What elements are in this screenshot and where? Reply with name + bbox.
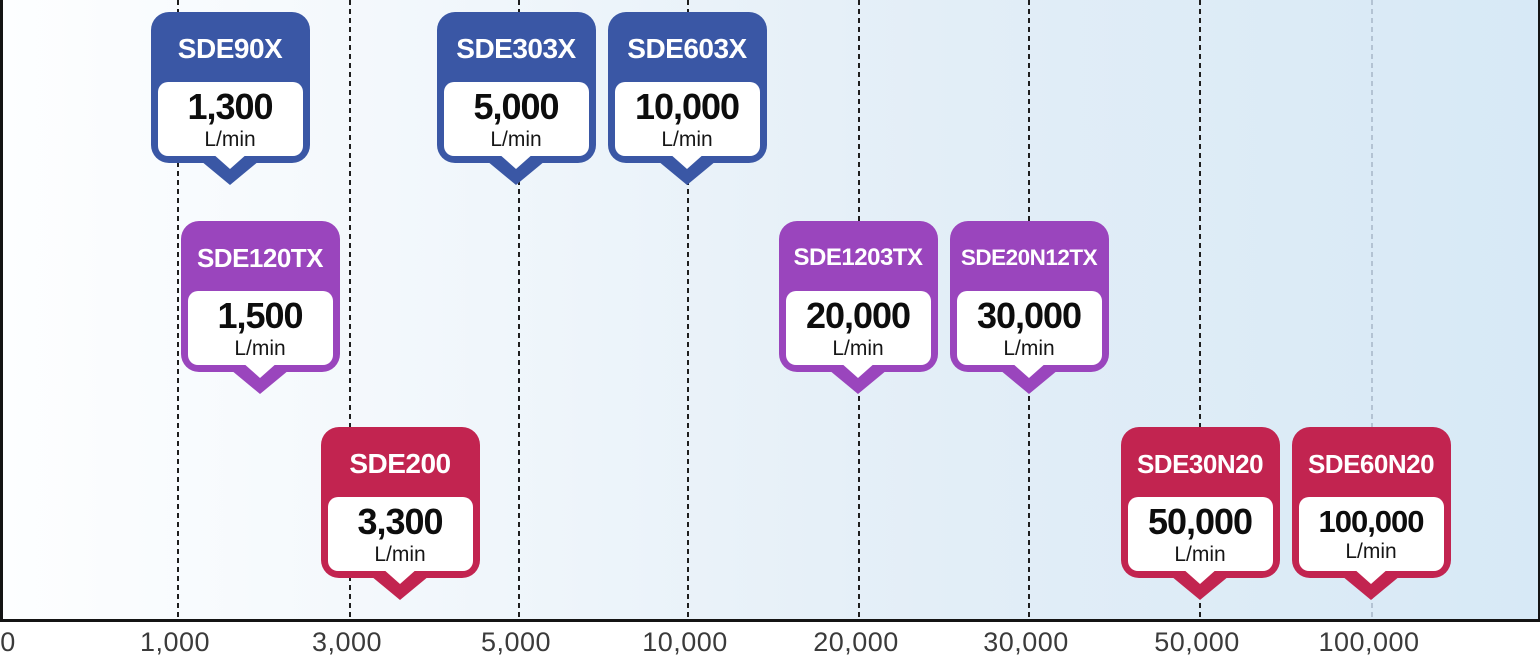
gridline-10000 [687, 0, 689, 619]
gridline-50000 [1199, 0, 1201, 619]
badge-value-box: 1,500 L/min [187, 291, 333, 365]
badge-flow-unit: L/min [661, 127, 713, 151]
badge-model-label: SDE120TX [196, 242, 324, 273]
badge-model-label: SDE200 [349, 448, 451, 479]
badge-value-box: 5,000 L/min [443, 82, 589, 156]
badge-sde200: SDE200 3,300 L/min [320, 427, 480, 578]
badge-value-box: 3,300 L/min [327, 497, 473, 571]
badge-flow-value: 10,000 [634, 85, 740, 127]
badge-flow-unit: L/min [490, 127, 542, 151]
badge-sde303x: SDE303X 5,000 L/min [436, 12, 596, 163]
badge-model-label: SDE90X [177, 33, 283, 64]
x-tick-label-50000: 50,000 [1154, 627, 1240, 657]
badge-flow-unit: L/min [374, 542, 426, 566]
badge-flow-unit: L/min [1003, 336, 1055, 360]
badge-flow-value: 100,000 [1318, 504, 1424, 539]
badge-model-label: SDE603X [627, 33, 747, 64]
badge-value-box: 10,000 L/min [614, 82, 760, 156]
badge-flow-unit: L/min [234, 336, 286, 360]
x-tick-label-30000: 30,000 [983, 627, 1069, 657]
badge-flow-value: 5,000 [473, 85, 559, 127]
badge-flow-unit: L/min [1174, 542, 1226, 566]
badge-value-box: 30,000 L/min [956, 291, 1102, 365]
badge-sde120tx: SDE120TX 1,500 L/min [180, 221, 340, 372]
x-tick-label-1000: 1,000 [139, 627, 211, 657]
badge-value-box: 1,300 L/min [157, 82, 303, 156]
badge-value-box: 50,000 L/min [1127, 497, 1273, 571]
badge-model-label: SDE20N12TX [960, 245, 1098, 270]
badge-sde20n12tx: SDE20N12TX 30,000 L/min [949, 221, 1109, 372]
badge-flow-unit: L/min [204, 127, 256, 151]
badge-flow-value: 1,500 [217, 294, 303, 336]
x-tick-label-0: 0 [0, 627, 16, 657]
badge-sde1203tx: SDE1203TX 20,000 L/min [778, 221, 938, 372]
gridline-5000 [518, 0, 520, 619]
badge-flow-unit: L/min [1345, 540, 1397, 563]
badge-model-label: SDE60N20 [1307, 448, 1435, 479]
badge-flow-value: 20,000 [805, 294, 911, 336]
x-tick-label-5000: 5,000 [480, 627, 552, 657]
badge-sde30n20: SDE30N20 50,000 L/min [1120, 427, 1280, 578]
x-tick-label-3000: 3,000 [311, 627, 383, 657]
gridline-1000 [177, 0, 179, 619]
x-tick-label-100000: 100,000 [1318, 627, 1420, 657]
badge-flow-value: 1,300 [187, 85, 273, 127]
x-tick-label-10000: 10,000 [642, 627, 728, 657]
gridline-3000 [349, 0, 351, 619]
badge-model-label: SDE1203TX [793, 244, 923, 271]
badge-sde60n20: SDE60N20 100,000 L/min [1291, 427, 1451, 578]
badge-value-box: 100,000 L/min [1298, 497, 1444, 571]
plot-area: SDE90X 1,300 L/min SDE303X 5,000 L/min SDE603X… [0, 0, 1540, 622]
badge-flow-unit: L/min [832, 336, 884, 360]
badge-flow-value: 30,000 [976, 294, 1082, 336]
badge-sde603x: SDE603X 10,000 L/min [607, 12, 767, 163]
x-tick-label-20000: 20,000 [813, 627, 899, 657]
x-axis: 0 1,000 3,000 5,000 10,000 20,000 30,000 50,000… [0, 622, 1540, 658]
badge-model-label: SDE303X [456, 33, 576, 64]
badge-flow-value: 3,300 [357, 500, 443, 542]
badge-value-box: 20,000 L/min [785, 291, 931, 365]
badge-model-label: SDE30N20 [1136, 448, 1264, 479]
badge-flow-value: 50,000 [1147, 500, 1253, 542]
badge-sde90x: SDE90X 1,300 L/min [150, 12, 310, 163]
gridline-100000 [1371, 0, 1373, 619]
